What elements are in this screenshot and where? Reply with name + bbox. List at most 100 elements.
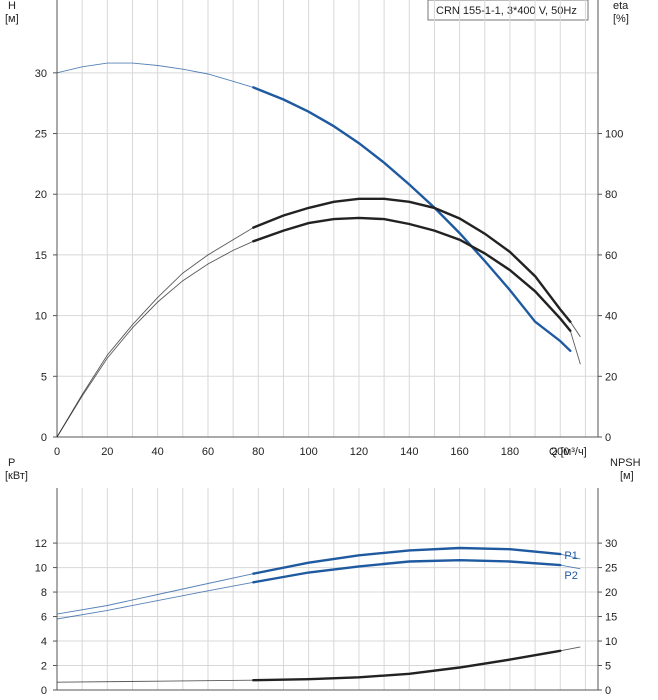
point-0-eta-20 (560, 309, 561, 310)
right-tick-label-1-25: 25 (605, 563, 617, 575)
point-1-NPSH-1 (157, 681, 158, 682)
point-0-H-12 (358, 143, 359, 144)
x-tick-label-40: 40 (152, 446, 164, 458)
bottom-left-axis-name: P (8, 457, 15, 469)
point-0-eta2-7 (233, 250, 234, 251)
point-1-P1-4 (253, 573, 254, 574)
point-0-H-2 (107, 63, 108, 64)
left-tick-label-1-6: 6 (41, 612, 47, 624)
point-1-P2-4 (253, 582, 254, 583)
point-1-NPSH-7 (509, 659, 510, 660)
point-0-eta-12 (358, 198, 359, 199)
left-tick-label-1-10: 10 (35, 563, 47, 575)
right-tick-label-0-100: 100 (605, 129, 623, 141)
point-0-eta2-22 (580, 364, 581, 365)
series-thin-1-NPSH (56, 646, 581, 683)
point-0-eta2-6 (207, 263, 208, 264)
point-1-P1-3 (207, 583, 208, 584)
point-1-NPSH-0 (56, 682, 57, 683)
point-1-P2-8 (459, 560, 460, 561)
series-thick-1-P1 (252, 546, 562, 575)
left-tick-label-1-2: 2 (41, 661, 47, 673)
point-0-eta2-9 (283, 230, 284, 231)
point-0-eta-21 (570, 321, 571, 322)
point-0-eta2-20 (560, 318, 561, 319)
point-0-eta-8 (253, 227, 254, 228)
point-0-eta2-8 (253, 241, 254, 242)
series-thick-1-P2 (252, 558, 562, 584)
point-0-H-0 (56, 72, 57, 73)
point-1-P1-5 (308, 562, 309, 563)
bottom-right-axis-name: NPSH (610, 457, 641, 469)
x-tick-label-60: 60 (202, 446, 214, 458)
point-0-eta2-10 (308, 223, 309, 224)
point-0-eta-3 (132, 324, 133, 325)
point-0-eta-15 (434, 207, 435, 208)
point-1-P2-0 (56, 618, 57, 619)
right-tick-label-1-30: 30 (605, 538, 617, 550)
point-0-H-6 (207, 73, 208, 74)
left-tick-label-0-20: 20 (35, 189, 47, 201)
point-0-H-4 (157, 65, 158, 66)
series-label-P2: P2 (564, 570, 577, 582)
point-0-H-18 (509, 290, 510, 291)
point-1-NPSH-9 (580, 646, 581, 647)
point-1-NPSH-8 (560, 650, 561, 651)
point-0-eta-2 (107, 355, 108, 356)
point-0-eta-9 (283, 215, 284, 216)
point-0-eta-18 (509, 251, 510, 252)
bottom-right-axis-unit: [м] (620, 470, 634, 482)
point-0-H-21 (570, 350, 571, 351)
point-0-H-20 (560, 341, 561, 342)
x-tick-label-180: 180 (501, 446, 519, 458)
series-thin-1-P2 (56, 559, 581, 620)
series-thin-0-eta (56, 198, 581, 438)
point-0-eta2-17 (484, 253, 485, 254)
series-thick-1-NPSH (252, 649, 562, 682)
left-tick-label-1-12: 12 (35, 538, 47, 550)
point-1-P2-10 (560, 565, 561, 566)
x-tick-label-140: 140 (400, 446, 418, 458)
x-tick-label-0: 0 (54, 446, 60, 458)
point-0-eta2-4 (157, 301, 158, 302)
point-0-H-10 (308, 111, 309, 112)
x-axis-label: Q [м³/ч] (549, 446, 587, 458)
point-1-P1-10 (560, 554, 561, 555)
left-tick-label-0-30: 30 (35, 68, 47, 80)
x-tick-label-160: 160 (450, 446, 468, 458)
series-thick-0-H (252, 86, 572, 352)
point-0-H-5 (182, 69, 183, 70)
point-0-H-11 (333, 126, 334, 127)
point-0-eta-13 (384, 198, 385, 199)
point-1-P2-3 (207, 590, 208, 591)
point-1-P1-1 (107, 605, 108, 606)
top-left-axis-unit: [м] (5, 13, 19, 25)
point-1-NPSH-4 (358, 677, 359, 678)
point-0-eta-22 (580, 336, 581, 337)
point-1-P1-0 (56, 614, 57, 615)
point-1-P1-6 (358, 555, 359, 556)
x-tick-label-80: 80 (252, 446, 264, 458)
point-0-eta2-12 (358, 217, 359, 218)
right-tick-label-0-0: 0 (605, 432, 611, 444)
x-tick-label-120: 120 (350, 446, 368, 458)
point-0-eta2-14 (409, 223, 410, 224)
point-0-eta2-13 (384, 219, 385, 220)
left-tick-label-0-15: 15 (35, 250, 47, 262)
bottom-left-axis-unit: [кВт] (5, 470, 28, 482)
series-label-P1: P1 (564, 550, 577, 562)
point-0-H-9 (283, 99, 284, 100)
series-thick-0-eta (252, 197, 572, 323)
point-1-P1-11 (580, 558, 581, 559)
right-tick-label-1-10: 10 (605, 636, 617, 648)
series-thin-0-eta2 (56, 217, 581, 438)
left-tick-label-1-8: 8 (41, 587, 47, 599)
left-tick-label-0-25: 25 (35, 129, 47, 141)
right-tick-label-0-80: 80 (605, 189, 617, 201)
series-thick-0-eta2 (252, 216, 572, 332)
point-0-eta2-0 (56, 436, 57, 437)
point-0-eta-17 (484, 233, 485, 234)
left-tick-label-0-5: 5 (41, 371, 47, 383)
chart-title: CRN 155-1-1, 3*400 V, 50Hz (436, 5, 577, 17)
